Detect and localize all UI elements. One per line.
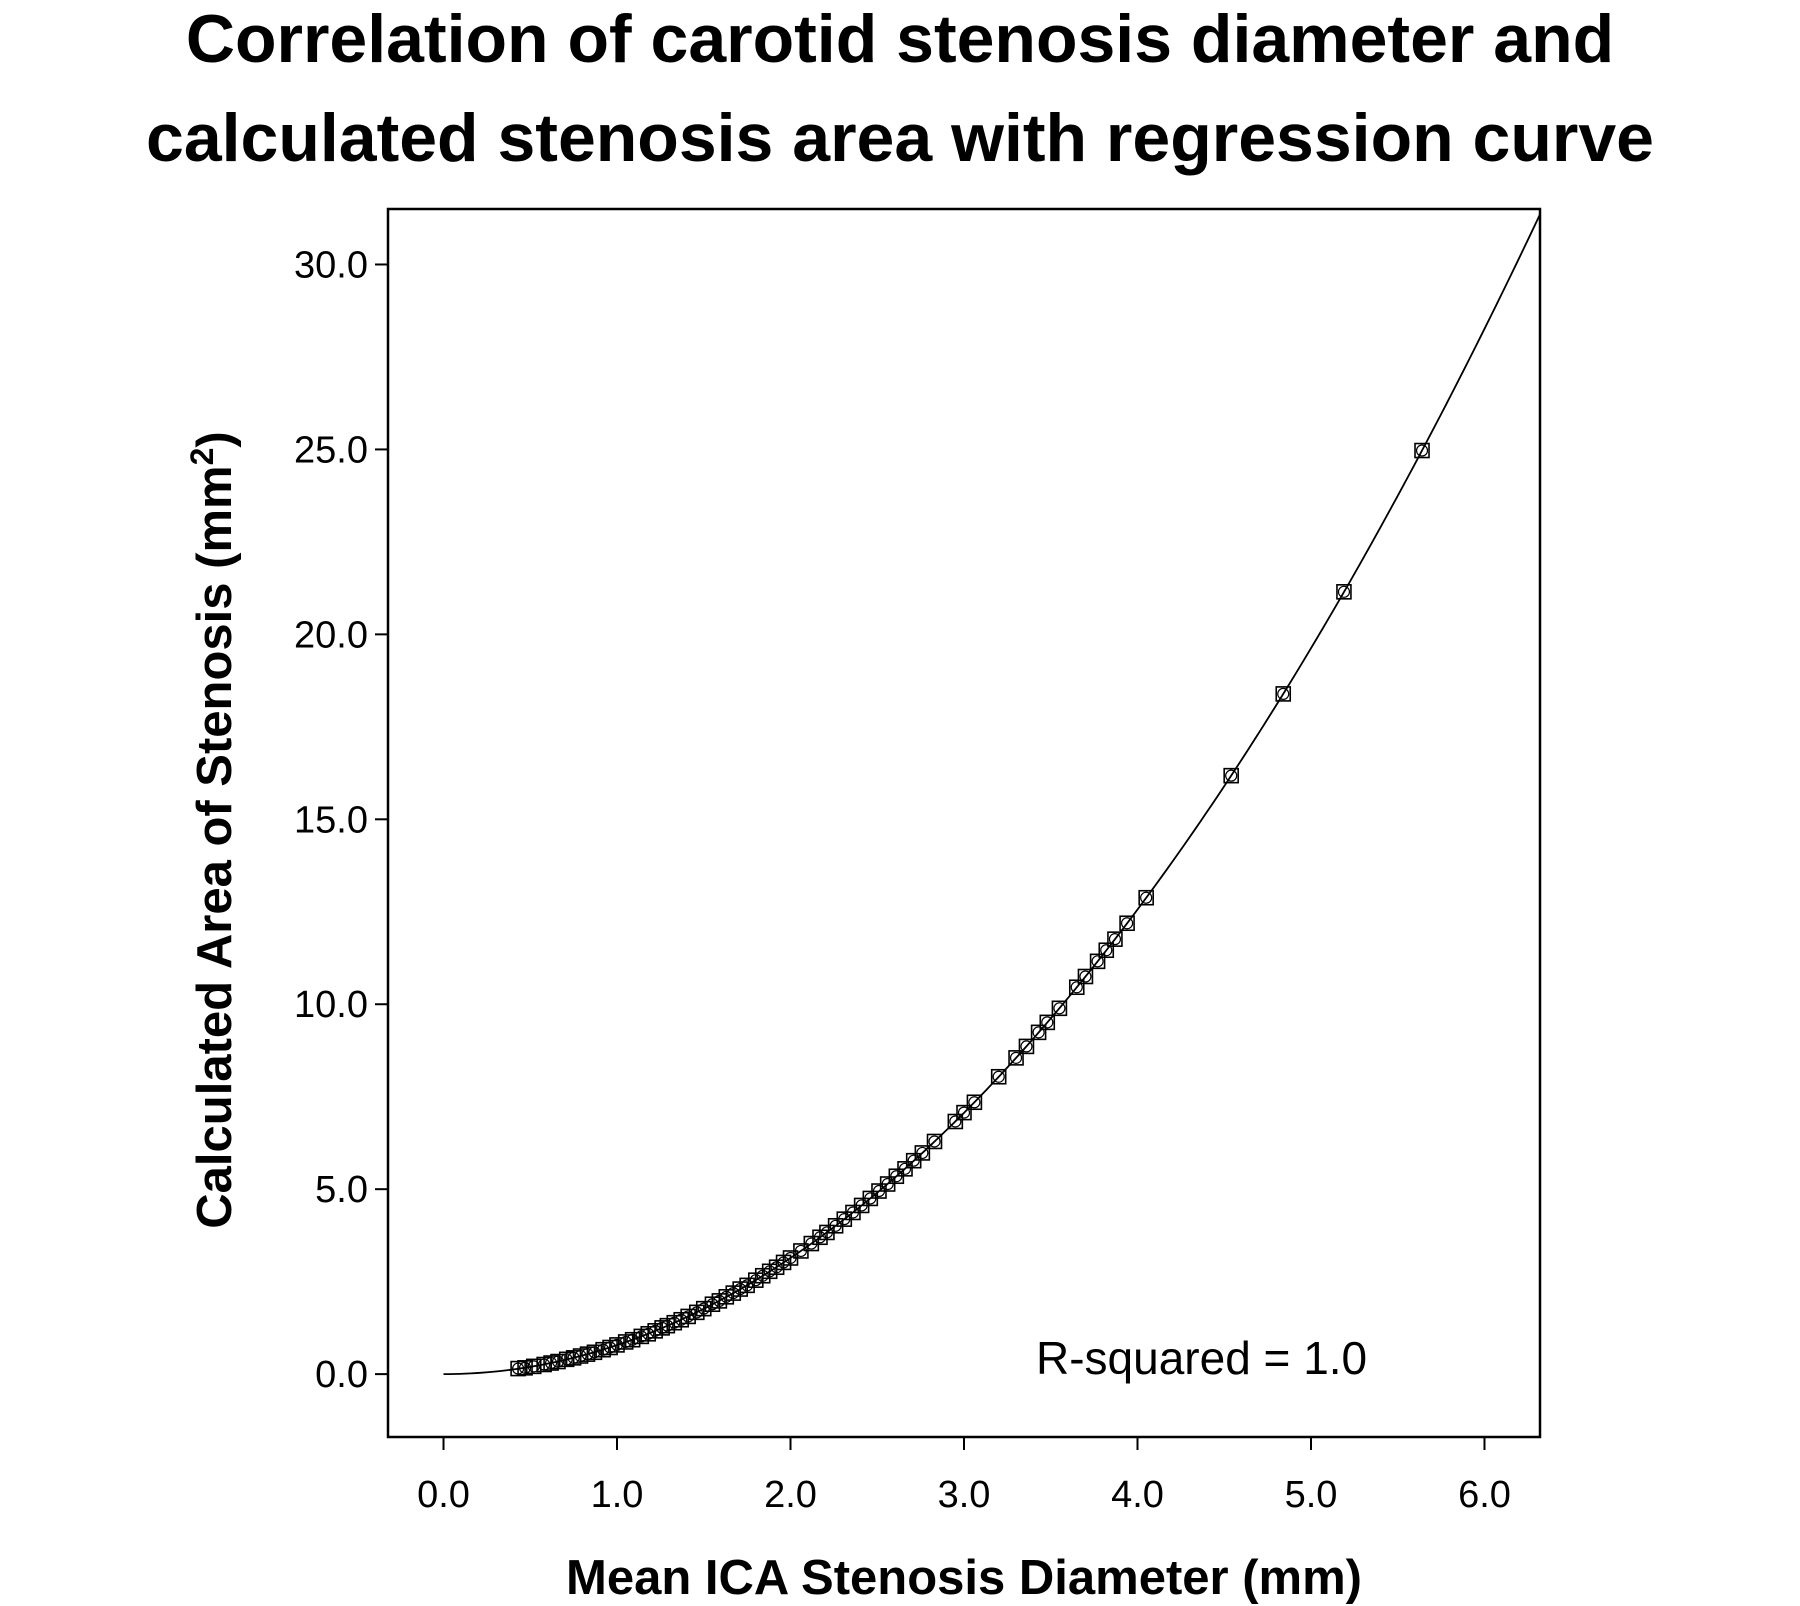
x-axis-title: Mean ICA Stenosis Diameter (mm): [566, 1551, 1362, 1605]
x-tick-label: 6.0: [1458, 1474, 1511, 1516]
chart-title-line-1: Correlation of carotid stenosis diameter…: [186, 1, 1614, 77]
data-point: [1119, 915, 1135, 932]
data-point: [1223, 767, 1239, 784]
data-point: [1138, 889, 1154, 906]
x-tick-label: 2.0: [764, 1474, 817, 1516]
y-tick-label: 15.0: [294, 799, 368, 841]
x-tick-label: 0.0: [417, 1474, 470, 1516]
y-tick-label: 10.0: [294, 984, 368, 1026]
data-point: [1414, 442, 1430, 459]
data-point: [1107, 931, 1123, 947]
data-point: [1008, 1050, 1024, 1066]
data-point: [914, 1145, 931, 1161]
y-tick-label: 5.0: [315, 1169, 368, 1211]
x-tick-label: 5.0: [1285, 1474, 1338, 1516]
data-point: [990, 1068, 1007, 1085]
y-axis: 0.0 5.0 10.0 15.0 20.0 25.0 30.0: [294, 244, 388, 1396]
x-tick-label: 3.0: [938, 1474, 991, 1516]
regression-curve: [443, 213, 1541, 1376]
data-point: [586, 1344, 603, 1361]
data-point: [1089, 953, 1106, 970]
y-axis-title-main: Calculated Area of Stenosis (mm: [188, 465, 242, 1228]
data-point: [1275, 686, 1292, 702]
y-tick-label: 25.0: [294, 429, 368, 471]
data-point: [624, 1331, 641, 1348]
plot-frame: [386, 207, 1542, 1439]
data-point: [550, 1353, 566, 1370]
r-squared-annotation: R-squared = 1.0: [1036, 1332, 1367, 1384]
y-tick-label: 20.0: [294, 614, 368, 656]
data-point: [947, 1113, 964, 1130]
data-point: [966, 1094, 983, 1111]
data-point: [1336, 584, 1352, 600]
y-tick-label: 0.0: [315, 1354, 368, 1396]
x-axis: 0.0 1.0 2.0 3.0 4.0 5.0 6.0: [417, 1437, 1511, 1516]
data-point: [1051, 1000, 1068, 1017]
y-axis-title-superscript: 2: [184, 448, 220, 466]
data-point: [1098, 942, 1115, 959]
x-tick-label: 4.0: [1111, 1474, 1164, 1516]
data-point: [1030, 1024, 1047, 1041]
y-tick-label: 30.0: [294, 244, 368, 286]
data-point: [897, 1161, 913, 1177]
data-points: [510, 442, 1430, 1377]
data-point: [1039, 1014, 1056, 1031]
data-point: [1018, 1038, 1035, 1055]
data-point: [1077, 968, 1094, 985]
x-tick-label: 1.0: [591, 1474, 644, 1516]
y-axis-title: Calculated Area of Stenosis (mm2): [184, 431, 242, 1228]
chart-title-line-2: calculated stenosis area with regression…: [146, 100, 1654, 176]
y-axis-title-close: ): [188, 431, 242, 447]
data-point: [517, 1360, 533, 1376]
data-point: [609, 1337, 625, 1353]
data-point: [926, 1133, 943, 1150]
data-point: [1068, 979, 1085, 996]
data-point: [956, 1104, 972, 1121]
